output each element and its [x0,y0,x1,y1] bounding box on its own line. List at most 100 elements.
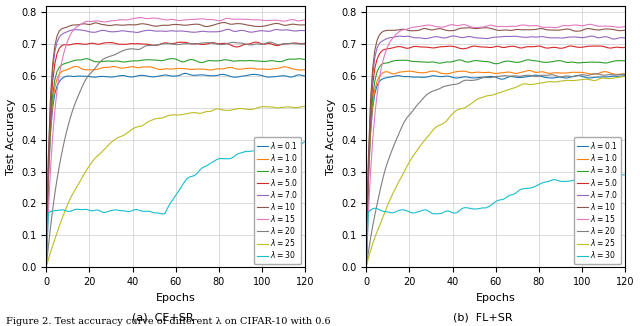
$\lambda = 0.1$ [68,74,76,78]
$\lambda = 1.0$ [423,70,431,74]
X-axis label: Epochs: Epochs [156,293,196,303]
$\lambda = 10$ [217,21,225,25]
Line: $\lambda = 15$: $\lambda = 15$ [46,18,305,267]
$\lambda = 5.0$ [472,44,480,48]
$\lambda = 30$ [301,140,309,143]
$\lambda = 0.1$ [540,75,547,79]
$\lambda = 5.0$ [204,42,212,46]
$\lambda = 30$ [472,207,480,211]
$\lambda = 7.0$ [301,29,309,33]
$\lambda = 15$ [606,24,614,28]
Line: $\lambda = 5.0$: $\lambda = 5.0$ [366,46,625,267]
$\lambda = 25$ [284,105,292,109]
Line: $\lambda = 1.0$: $\lambda = 1.0$ [366,70,625,267]
$\lambda = 5.0$ [217,42,225,46]
$\lambda = 25$ [301,104,309,108]
$\lambda = 7.0$ [621,36,629,40]
$\lambda = 0.1$ [388,75,396,79]
$\lambda = 20$ [606,73,614,77]
$\lambda = 0.1$ [220,72,227,76]
$\lambda = 20$ [537,73,545,77]
$\lambda = 30$ [284,147,292,151]
$\lambda = 0.1$ [286,75,294,79]
$\lambda = 1.0$ [105,65,113,69]
$\lambda = 25$ [68,193,76,197]
$\lambda = 30$ [604,176,612,180]
$\lambda = 10$ [204,24,212,28]
$\lambda = 1.0$ [72,65,80,68]
$\lambda = 15$ [472,25,480,29]
Y-axis label: Test Accuracy: Test Accuracy [6,98,15,175]
$\lambda = 15$ [68,30,76,34]
$\lambda = 25$ [42,265,50,269]
$\lambda = 10$ [540,27,547,31]
$\lambda = 15$ [524,24,532,28]
$\lambda = 30$ [619,173,627,177]
$\lambda = 15$ [155,17,163,21]
$\lambda = 1.0$ [606,71,614,75]
$\lambda = 25$ [204,110,212,113]
$\lambda = 10$ [103,23,111,27]
$\lambda = 3.0$ [286,57,294,61]
$\lambda = 15$ [621,24,629,28]
$\lambda = 5.0$ [68,42,76,46]
$\lambda = 20$ [267,40,275,44]
$\lambda = 20$ [286,41,294,45]
$\lambda = 30$ [103,210,111,214]
Text: (a)  CE+SR: (a) CE+SR [132,313,194,323]
$\lambda = 1.0$ [155,67,163,71]
$\lambda = 30$ [42,265,50,269]
$\lambda = 3.0$ [155,58,163,62]
$\lambda = 7.0$ [388,36,396,39]
$\lambda = 1.0$ [526,68,534,72]
$\lambda = 15$ [423,23,431,27]
$\lambda = 25$ [388,193,396,197]
$\lambda = 0.1$ [103,75,111,79]
Line: $\lambda = 3.0$: $\lambda = 3.0$ [46,59,305,267]
$\lambda = 7.0$ [223,27,231,31]
$\lambda = 3.0$ [83,57,91,61]
$\lambda = 10$ [301,23,309,27]
$\lambda = 7.0$ [606,36,614,40]
Line: $\lambda = 25$: $\lambda = 25$ [366,77,625,267]
Line: $\lambda = 5.0$: $\lambda = 5.0$ [46,42,305,267]
$\lambda = 20$ [42,265,50,269]
$\lambda = 0.1$ [362,265,370,269]
$\lambda = 30$ [362,265,370,269]
$\lambda = 20$ [472,78,480,82]
$\lambda = 1.0$ [524,69,532,73]
$\lambda = 1.0$ [362,265,370,269]
$\lambda = 5.0$ [423,45,431,49]
$\lambda = 5.0$ [524,45,532,49]
Line: $\lambda = 1.0$: $\lambda = 1.0$ [46,67,305,267]
$\lambda = 0.1$ [42,265,50,269]
$\lambda = 3.0$ [105,59,113,63]
$\lambda = 3.0$ [388,59,396,63]
$\lambda = 7.0$ [204,30,212,34]
Line: $\lambda = 0.1$: $\lambda = 0.1$ [46,73,305,267]
$\lambda = 25$ [524,82,532,86]
$\lambda = 1.0$ [540,70,547,74]
$\lambda = 30$ [621,173,629,177]
$\lambda = 15$ [537,25,545,29]
$\lambda = 0.1$ [206,74,214,78]
$\lambda = 30$ [217,156,225,160]
$\lambda = 7.0$ [286,28,294,32]
$\lambda = 30$ [423,208,431,212]
$\lambda = 25$ [472,98,480,102]
$\lambda = 0.1$ [606,75,614,79]
$\lambda = 20$ [103,55,111,59]
Line: $\lambda = 25$: $\lambda = 25$ [46,106,305,267]
$\lambda = 3.0$ [621,59,629,63]
$\lambda = 5.0$ [568,44,575,48]
$\lambda = 3.0$ [42,265,50,269]
$\lambda = 15$ [103,20,111,24]
$\lambda = 0.1$ [621,74,629,78]
$\lambda = 7.0$ [217,29,225,33]
$\lambda = 20$ [152,43,160,47]
X-axis label: Epochs: Epochs [476,293,516,303]
$\lambda = 10$ [286,22,294,26]
$\lambda = 25$ [217,108,225,111]
$\lambda = 25$ [423,136,431,140]
$\lambda = 7.0$ [540,35,547,39]
